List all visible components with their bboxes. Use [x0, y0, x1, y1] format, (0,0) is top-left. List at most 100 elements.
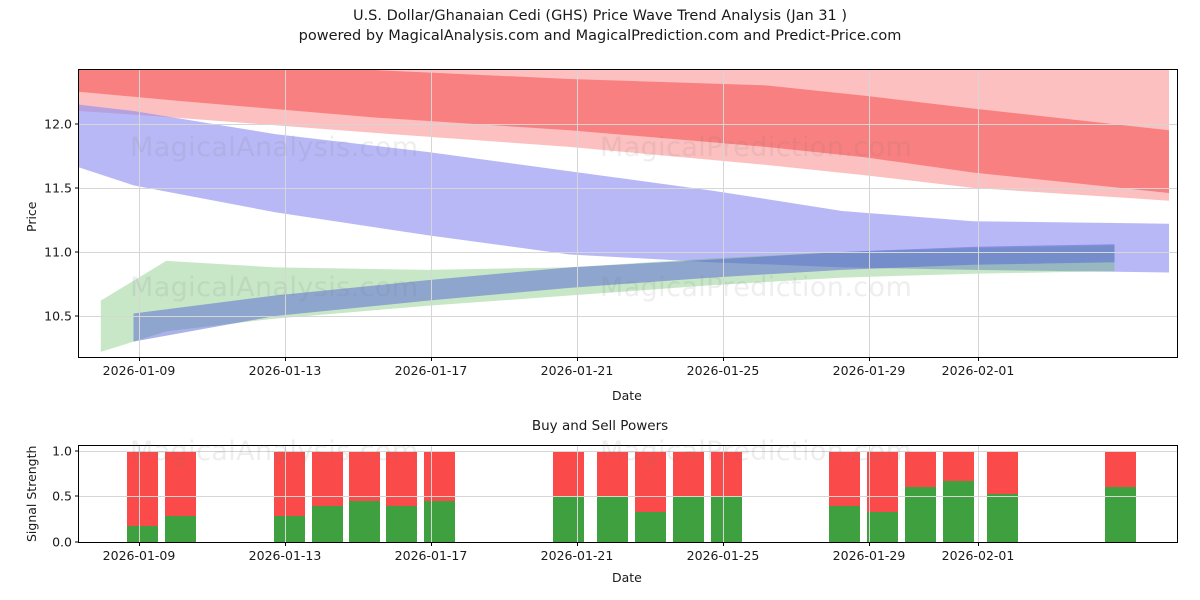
price-x-tick-label: 2026-01-13 [248, 363, 322, 378]
buy-sell-powers-chart: 0.0 0.5 1.0 2026-01-09 2026-01-13 2026-01-17… [52, 443, 1178, 563]
powers-x-axis-label: Date [612, 570, 642, 585]
gridline-vertical [723, 446, 724, 542]
price-y-tick-mark [75, 187, 79, 189]
gridline-vertical [978, 70, 979, 357]
signal-bar[interactable] [127, 450, 158, 542]
signal-bar[interactable] [424, 450, 455, 542]
buy-power-segment [553, 496, 584, 542]
sell-power-segment [829, 450, 860, 507]
buy-power-segment [165, 516, 196, 542]
powers-x-tick-label: 2026-02-01 [941, 548, 1015, 563]
price-y-tick-label: 10.5 [44, 308, 72, 324]
price-band [100, 245, 1115, 352]
price-y-tick-label: 11.5 [44, 180, 72, 196]
powers-panel-title: Buy and Sell Powers [531, 418, 669, 434]
gridline-vertical [577, 70, 578, 357]
signal-bar[interactable] [165, 450, 196, 542]
signal-bar[interactable] [635, 450, 666, 542]
price-x-tick-label: 2026-01-17 [394, 363, 468, 378]
price-y-tick-label: 11.0 [44, 244, 72, 260]
sell-power-segment [987, 450, 1018, 494]
price-x-tick-label: 2026-01-25 [686, 363, 760, 378]
powers-x-tick-mark [978, 542, 979, 546]
powers-y-axis-label: Signal Strength [24, 445, 39, 542]
sell-power-segment [867, 450, 898, 512]
price-wave-chart: 10.5 11.0 11.5 12.0 2026-01-09 2026-01-13 202… [44, 69, 1178, 378]
sell-power-segment [597, 450, 628, 497]
buy-power-segment [673, 496, 704, 542]
gridline-vertical [139, 70, 140, 357]
buy-power-segment [943, 480, 974, 542]
sell-power-segment [424, 450, 455, 501]
gridline-horizontal [79, 316, 1177, 317]
sell-power-segment [1105, 450, 1136, 488]
price-x-tick-mark [577, 357, 578, 361]
price-y-tick-mark [75, 123, 79, 125]
gridline-vertical [978, 446, 979, 542]
gridline-horizontal [79, 251, 1177, 253]
sell-power-segment [905, 450, 936, 488]
signal-bar[interactable] [274, 450, 305, 542]
price-band [79, 70, 1169, 193]
gridline-vertical [139, 446, 140, 542]
signal-bar[interactable] [943, 450, 974, 542]
price-plot-area [79, 70, 1177, 357]
gridline-vertical [577, 446, 578, 542]
gridline-vertical [723, 70, 724, 357]
buy-power-segment [829, 506, 860, 542]
buy-power-segment [711, 496, 742, 542]
powers-x-tick-mark [285, 542, 286, 546]
price-x-tick-mark [431, 357, 432, 361]
powers-x-tick-label: 2026-01-21 [540, 548, 614, 563]
sell-power-segment [943, 450, 974, 481]
buy-power-segment [424, 500, 455, 542]
price-x-tick-label: 2026-01-09 [102, 363, 176, 378]
powers-y-tick-label: 1.0 [52, 443, 72, 459]
price-x-tick-label: 2026-01-29 [832, 363, 906, 378]
powers-x-tick-mark [577, 542, 578, 546]
buy-power-segment [987, 493, 1018, 542]
price-x-tick-label: 2026-01-21 [540, 363, 614, 378]
signal-bar[interactable] [987, 450, 1018, 542]
sell-power-segment [635, 450, 666, 512]
powers-x-tick-mark [431, 542, 432, 546]
sell-power-segment [165, 450, 196, 517]
page-subtitle: powered by MagicalAnalysis.com and Magic… [298, 28, 902, 44]
signal-bar[interactable] [553, 450, 584, 542]
sell-power-segment [553, 450, 584, 497]
gridline-horizontal [79, 123, 1177, 125]
gridline-horizontal [79, 450, 1177, 452]
chart-title-block: U.S. Dollar/Ghanaian Cedi (GHS) Price Wa… [0, 6, 1200, 46]
price-y-axis-label: Price [24, 201, 39, 233]
signal-bar[interactable] [597, 450, 628, 542]
sell-power-segment [274, 450, 305, 517]
gridline-horizontal [79, 187, 1177, 189]
price-y-tick-mark [75, 251, 79, 253]
gridline-vertical [285, 70, 286, 357]
powers-x-tick-mark [869, 542, 870, 546]
price-x-tick-label: 2026-02-01 [941, 363, 1015, 378]
powers-x-tick-label: 2026-01-17 [394, 548, 468, 563]
buy-power-segment [274, 516, 305, 542]
powers-x-tick-mark [723, 542, 724, 546]
sell-power-segment [386, 450, 417, 507]
price-x-axis-label: Date [612, 388, 642, 403]
signal-bar[interactable] [711, 450, 742, 542]
powers-y-tick-label: 0.0 [52, 534, 72, 550]
powers-y-tick-mark [75, 450, 79, 452]
signal-bar[interactable] [867, 450, 898, 542]
powers-y-tick-mark [75, 541, 79, 543]
buy-power-segment [597, 496, 628, 542]
price-x-tick-mark [978, 357, 979, 361]
powers-y-tick-label: 0.5 [52, 488, 72, 504]
price-y-tick-mark [75, 315, 79, 317]
gridline-vertical [869, 446, 870, 542]
price-x-tick-mark [139, 357, 140, 361]
buy-power-segment [386, 506, 417, 542]
signal-bar[interactable] [673, 450, 704, 542]
powers-plot-area [79, 446, 1177, 542]
buy-power-segment [349, 500, 380, 542]
gridline-vertical [431, 70, 432, 357]
signal-bar[interactable] [349, 450, 380, 542]
